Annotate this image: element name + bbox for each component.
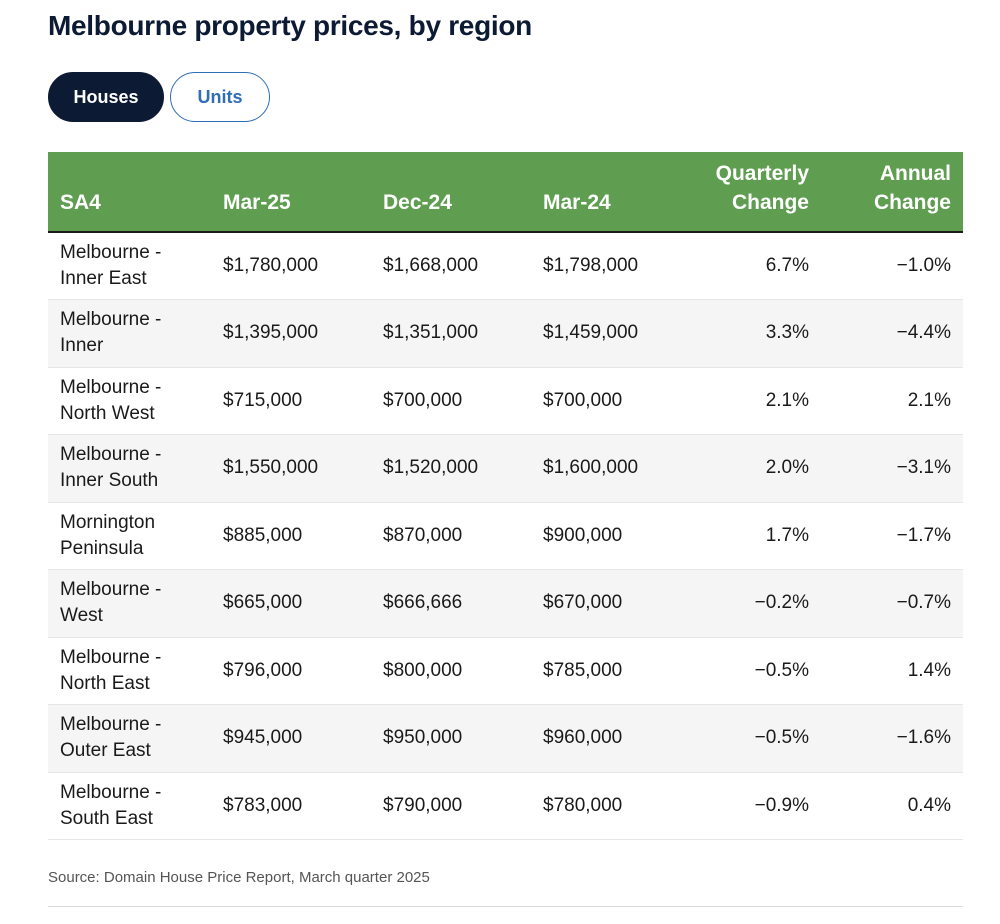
table-row: Mornington Peninsula $885,000 $870,000 $9… xyxy=(48,502,963,570)
dec24-cell: $870,000 xyxy=(371,502,531,570)
annual-change-cell: 1.4% xyxy=(821,637,963,705)
dec24-cell: $1,351,000 xyxy=(371,299,531,368)
table-row: Melbourne - Inner East $1,780,000 $1,668,… xyxy=(48,232,963,300)
mar25-cell: $885,000 xyxy=(211,502,371,570)
mar24-cell: $960,000 xyxy=(531,704,691,773)
units-tab[interactable]: Units xyxy=(170,72,270,122)
mar25-cell: $945,000 xyxy=(211,704,371,773)
annual-change-cell: −1.7% xyxy=(821,502,963,570)
quarterly-change-cell: 2.1% xyxy=(691,367,821,435)
table-row: Melbourne - West $665,000 $666,666 $670,0… xyxy=(48,569,963,638)
table-row: Melbourne - Inner $1,395,000 $1,351,000 $… xyxy=(48,299,963,368)
dec24-cell: $950,000 xyxy=(371,704,531,773)
dec24-cell: $800,000 xyxy=(371,637,531,705)
mar24-cell: $1,600,000 xyxy=(531,434,691,503)
mar25-cell: $1,780,000 xyxy=(211,232,371,300)
region-cell: Melbourne - Outer East xyxy=(48,704,211,773)
region-cell: Melbourne - Inner xyxy=(48,299,211,368)
dec24-cell: $700,000 xyxy=(371,367,531,435)
dec24-cell: $1,668,000 xyxy=(371,232,531,300)
mar25-cell: $1,395,000 xyxy=(211,299,371,368)
mar24-cell: $1,798,000 xyxy=(531,232,691,300)
region-cell: Melbourne - Inner South xyxy=(48,434,211,503)
quarterly-change-cell: 6.7% xyxy=(691,232,821,300)
column-header-annual-change: Annual Change xyxy=(821,152,963,233)
region-cell: Melbourne - North East xyxy=(48,637,211,705)
mar24-cell: $670,000 xyxy=(531,569,691,638)
property-type-toggle: Houses Units xyxy=(48,72,270,122)
mar24-cell: $785,000 xyxy=(531,637,691,705)
table-row: Melbourne - Inner South $1,550,000 $1,520… xyxy=(48,434,963,503)
annual-change-cell: −0.7% xyxy=(821,569,963,638)
mar24-cell: $700,000 xyxy=(531,367,691,435)
mar25-cell: $796,000 xyxy=(211,637,371,705)
prices-table: SA4 Mar-25 Dec-24 Mar-24 Quarterly Change… xyxy=(48,152,963,840)
column-header-mar24: Mar-24 xyxy=(531,152,691,233)
mar24-cell: $780,000 xyxy=(531,772,691,840)
table-row: Melbourne - South East $783,000 $790,000 … xyxy=(48,772,963,840)
mar25-cell: $715,000 xyxy=(211,367,371,435)
table-row: Melbourne - North West $715,000 $700,000 … xyxy=(48,367,963,435)
region-cell: Melbourne - Inner East xyxy=(48,232,211,300)
mar25-cell: $783,000 xyxy=(211,772,371,840)
annual-change-cell: 0.4% xyxy=(821,772,963,840)
annual-change-cell: −1.0% xyxy=(821,232,963,300)
divider xyxy=(48,906,963,907)
table-row: Melbourne - North East $796,000 $800,000 … xyxy=(48,637,963,705)
houses-tab[interactable]: Houses xyxy=(48,72,164,122)
mar25-cell: $1,550,000 xyxy=(211,434,371,503)
quarterly-change-cell: 2.0% xyxy=(691,434,821,503)
page-title: Melbourne property prices, by region xyxy=(48,10,532,41)
region-cell: Mornington Peninsula xyxy=(48,502,211,570)
region-cell: Melbourne - West xyxy=(48,569,211,638)
mar24-cell: $1,459,000 xyxy=(531,299,691,368)
column-header-mar25: Mar-25 xyxy=(211,152,371,233)
dec24-cell: $1,520,000 xyxy=(371,434,531,503)
column-header-dec24: Dec-24 xyxy=(371,152,531,233)
annual-change-cell: −3.1% xyxy=(821,434,963,503)
annual-change-cell: −4.4% xyxy=(821,299,963,368)
annual-change-cell: −1.6% xyxy=(821,704,963,773)
quarterly-change-cell: 3.3% xyxy=(691,299,821,368)
quarterly-change-cell: −0.5% xyxy=(691,637,821,705)
quarterly-change-cell: −0.9% xyxy=(691,772,821,840)
region-cell: Melbourne - South East xyxy=(48,772,211,840)
column-header-quarterly-change: Quarterly Change xyxy=(691,152,821,233)
mar25-cell: $665,000 xyxy=(211,569,371,638)
source-note: Source: Domain House Price Report, March… xyxy=(48,869,430,886)
quarterly-change-cell: −0.5% xyxy=(691,704,821,773)
dec24-cell: $666,666 xyxy=(371,569,531,638)
quarterly-change-cell: −0.2% xyxy=(691,569,821,638)
table-row: Melbourne - Outer East $945,000 $950,000 … xyxy=(48,704,963,773)
mar24-cell: $900,000 xyxy=(531,502,691,570)
quarterly-change-cell: 1.7% xyxy=(691,502,821,570)
dec24-cell: $790,000 xyxy=(371,772,531,840)
annual-change-cell: 2.1% xyxy=(821,367,963,435)
region-cell: Melbourne - North West xyxy=(48,367,211,435)
column-header-sa4: SA4 xyxy=(48,152,211,233)
table-header-row: SA4 Mar-25 Dec-24 Mar-24 Quarterly Change… xyxy=(48,152,963,233)
